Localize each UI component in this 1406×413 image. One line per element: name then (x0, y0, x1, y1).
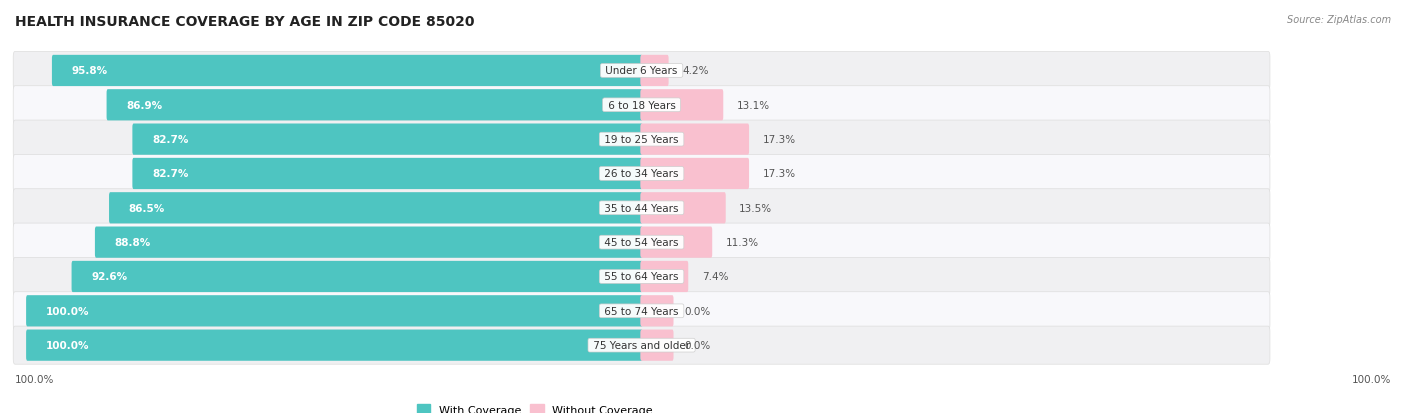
Text: 35 to 44 Years: 35 to 44 Years (602, 203, 682, 213)
Text: 7.4%: 7.4% (702, 272, 728, 282)
FancyBboxPatch shape (640, 56, 669, 87)
FancyBboxPatch shape (52, 56, 643, 87)
FancyBboxPatch shape (132, 124, 643, 155)
FancyBboxPatch shape (96, 227, 643, 258)
Text: 4.2%: 4.2% (682, 66, 709, 76)
Text: 100.0%: 100.0% (46, 306, 89, 316)
FancyBboxPatch shape (13, 189, 1270, 227)
FancyBboxPatch shape (27, 330, 643, 361)
FancyBboxPatch shape (107, 90, 643, 121)
Text: 65 to 74 Years: 65 to 74 Years (602, 306, 682, 316)
Text: 13.5%: 13.5% (740, 203, 772, 213)
FancyBboxPatch shape (13, 326, 1270, 364)
FancyBboxPatch shape (27, 295, 643, 327)
Text: 6 to 18 Years: 6 to 18 Years (605, 100, 679, 111)
Text: 26 to 34 Years: 26 to 34 Years (602, 169, 682, 179)
FancyBboxPatch shape (13, 223, 1270, 261)
FancyBboxPatch shape (13, 258, 1270, 296)
FancyBboxPatch shape (13, 155, 1270, 193)
Text: 82.7%: 82.7% (152, 135, 188, 145)
FancyBboxPatch shape (110, 193, 643, 224)
FancyBboxPatch shape (640, 124, 749, 155)
FancyBboxPatch shape (640, 330, 673, 361)
Text: 86.5%: 86.5% (129, 203, 165, 213)
Text: 100.0%: 100.0% (46, 340, 89, 350)
FancyBboxPatch shape (640, 193, 725, 224)
Text: Under 6 Years: Under 6 Years (602, 66, 681, 76)
Text: 88.8%: 88.8% (114, 237, 150, 247)
FancyBboxPatch shape (640, 159, 749, 190)
Text: 0.0%: 0.0% (685, 340, 711, 350)
Text: Source: ZipAtlas.com: Source: ZipAtlas.com (1286, 15, 1391, 25)
Text: 45 to 54 Years: 45 to 54 Years (602, 237, 682, 247)
Text: 100.0%: 100.0% (15, 375, 55, 385)
Text: 92.6%: 92.6% (91, 272, 128, 282)
Text: 95.8%: 95.8% (72, 66, 108, 76)
Text: 86.9%: 86.9% (127, 100, 162, 111)
FancyBboxPatch shape (640, 90, 723, 121)
FancyBboxPatch shape (72, 261, 643, 292)
Text: 17.3%: 17.3% (762, 135, 796, 145)
Text: 11.3%: 11.3% (725, 237, 759, 247)
Text: 55 to 64 Years: 55 to 64 Years (602, 272, 682, 282)
Legend: With Coverage, Without Coverage: With Coverage, Without Coverage (416, 404, 654, 413)
FancyBboxPatch shape (640, 261, 689, 292)
Text: 13.1%: 13.1% (737, 100, 770, 111)
Text: HEALTH INSURANCE COVERAGE BY AGE IN ZIP CODE 85020: HEALTH INSURANCE COVERAGE BY AGE IN ZIP … (15, 15, 475, 29)
FancyBboxPatch shape (640, 227, 713, 258)
FancyBboxPatch shape (13, 292, 1270, 330)
Text: 82.7%: 82.7% (152, 169, 188, 179)
Text: 100.0%: 100.0% (1351, 375, 1391, 385)
Text: 17.3%: 17.3% (762, 169, 796, 179)
Text: 75 Years and older: 75 Years and older (591, 340, 693, 350)
FancyBboxPatch shape (13, 86, 1270, 125)
Text: 0.0%: 0.0% (685, 306, 711, 316)
FancyBboxPatch shape (640, 295, 673, 327)
FancyBboxPatch shape (13, 52, 1270, 90)
FancyBboxPatch shape (13, 121, 1270, 159)
Text: 19 to 25 Years: 19 to 25 Years (602, 135, 682, 145)
FancyBboxPatch shape (132, 159, 643, 190)
